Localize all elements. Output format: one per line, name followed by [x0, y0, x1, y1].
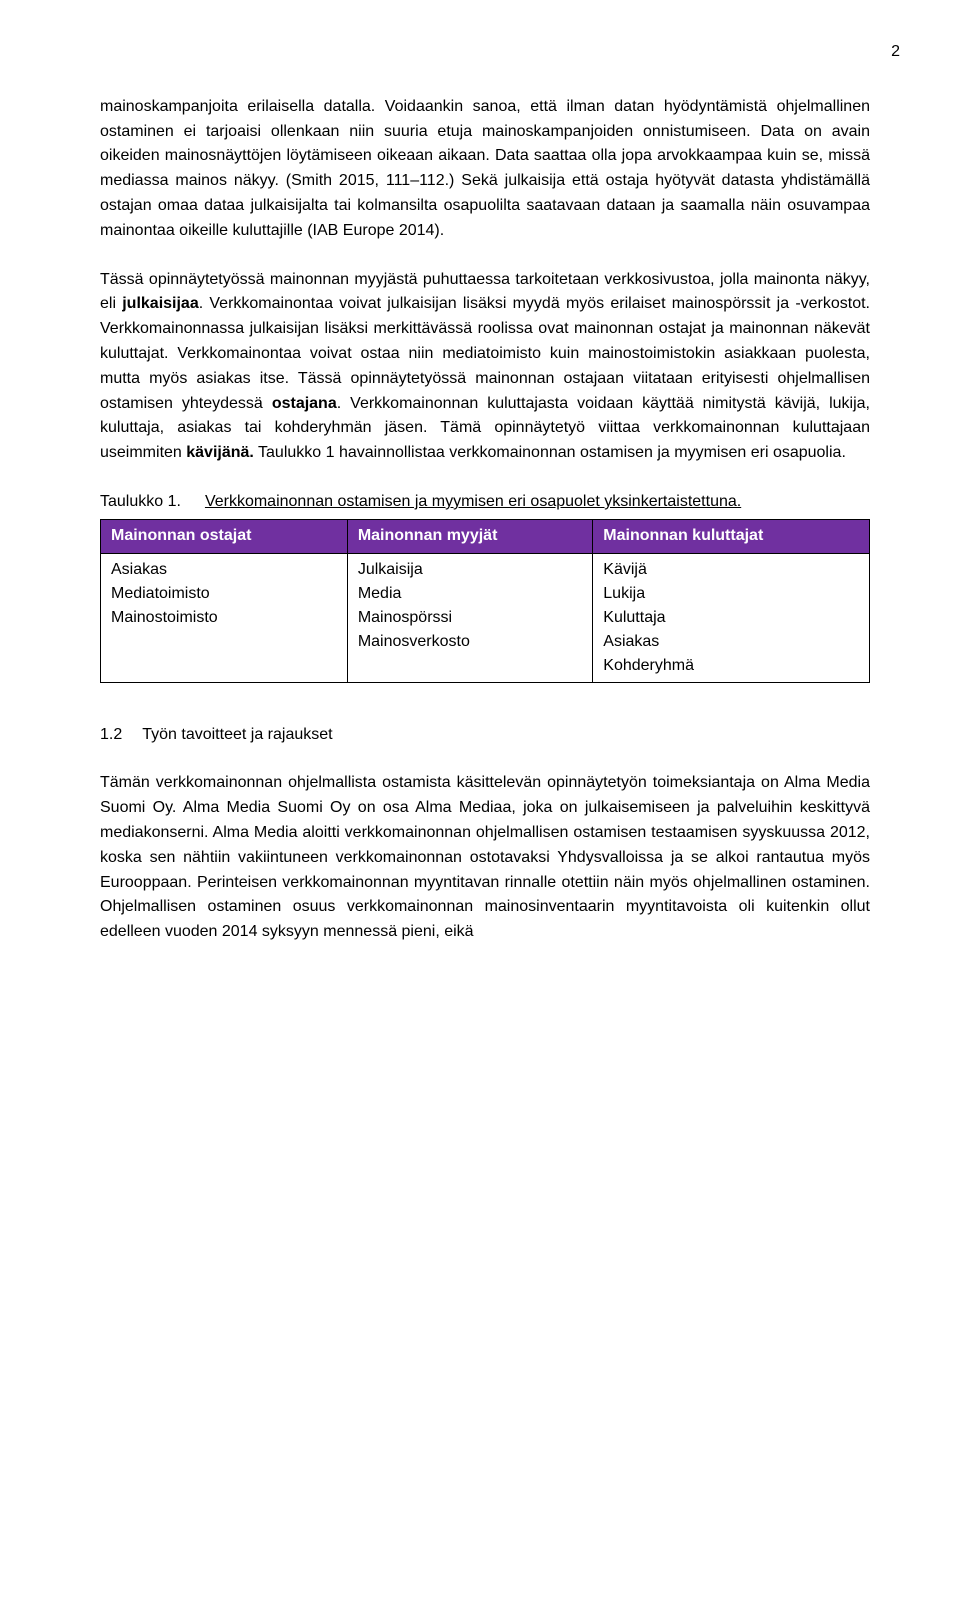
section-title: Työn tavoitteet ja rajaukset	[142, 726, 332, 743]
p2-bold-b: julkaisijaa	[122, 295, 199, 312]
section-heading: 1.2 Työn tavoitteet ja rajaukset	[100, 723, 870, 748]
table-header-row: Mainonnan ostajat Mainonnan myyjät Maino…	[101, 519, 870, 553]
header-ostajat: Mainonnan ostajat	[101, 519, 348, 553]
section-number: 1.2	[100, 723, 122, 748]
cell-kuluttajat: KävijäLukijaKuluttajaAsiakasKohderyhmä	[593, 553, 870, 682]
p2-bold-f: kävijänä.	[186, 444, 254, 461]
header-kuluttajat: Mainonnan kuluttajat	[593, 519, 870, 553]
table-row: AsiakasMediatoimistoMainostoimisto Julka…	[101, 553, 870, 682]
parties-table: Mainonnan ostajat Mainonnan myyjät Maino…	[100, 519, 870, 683]
table-caption: Taulukko 1. Verkkomainonnan ostamisen ja …	[100, 490, 870, 515]
p2-bold-d: ostajana	[272, 395, 337, 412]
page-number: 2	[100, 40, 900, 65]
paragraph-2: Tässä opinnäytetyössä mainonnan myyjästä…	[100, 268, 870, 466]
cell-ostajat: AsiakasMediatoimistoMainostoimisto	[101, 553, 348, 682]
cell-myyjat: JulkaisijaMediaMainospörssiMainosverkost…	[347, 553, 592, 682]
paragraph-1: mainoskampanjoita erilaisella datalla. V…	[100, 95, 870, 244]
table-caption-text: Verkkomainonnan ostamisen ja myymisen er…	[205, 493, 741, 510]
p2-text-g: Taulukko 1 havainnollistaa verkkomainonn…	[254, 444, 846, 461]
header-myyjat: Mainonnan myyjät	[347, 519, 592, 553]
table-caption-label: Taulukko 1.	[100, 490, 181, 515]
paragraph-3: Tämän verkkomainonnan ohjelmallista osta…	[100, 771, 870, 945]
